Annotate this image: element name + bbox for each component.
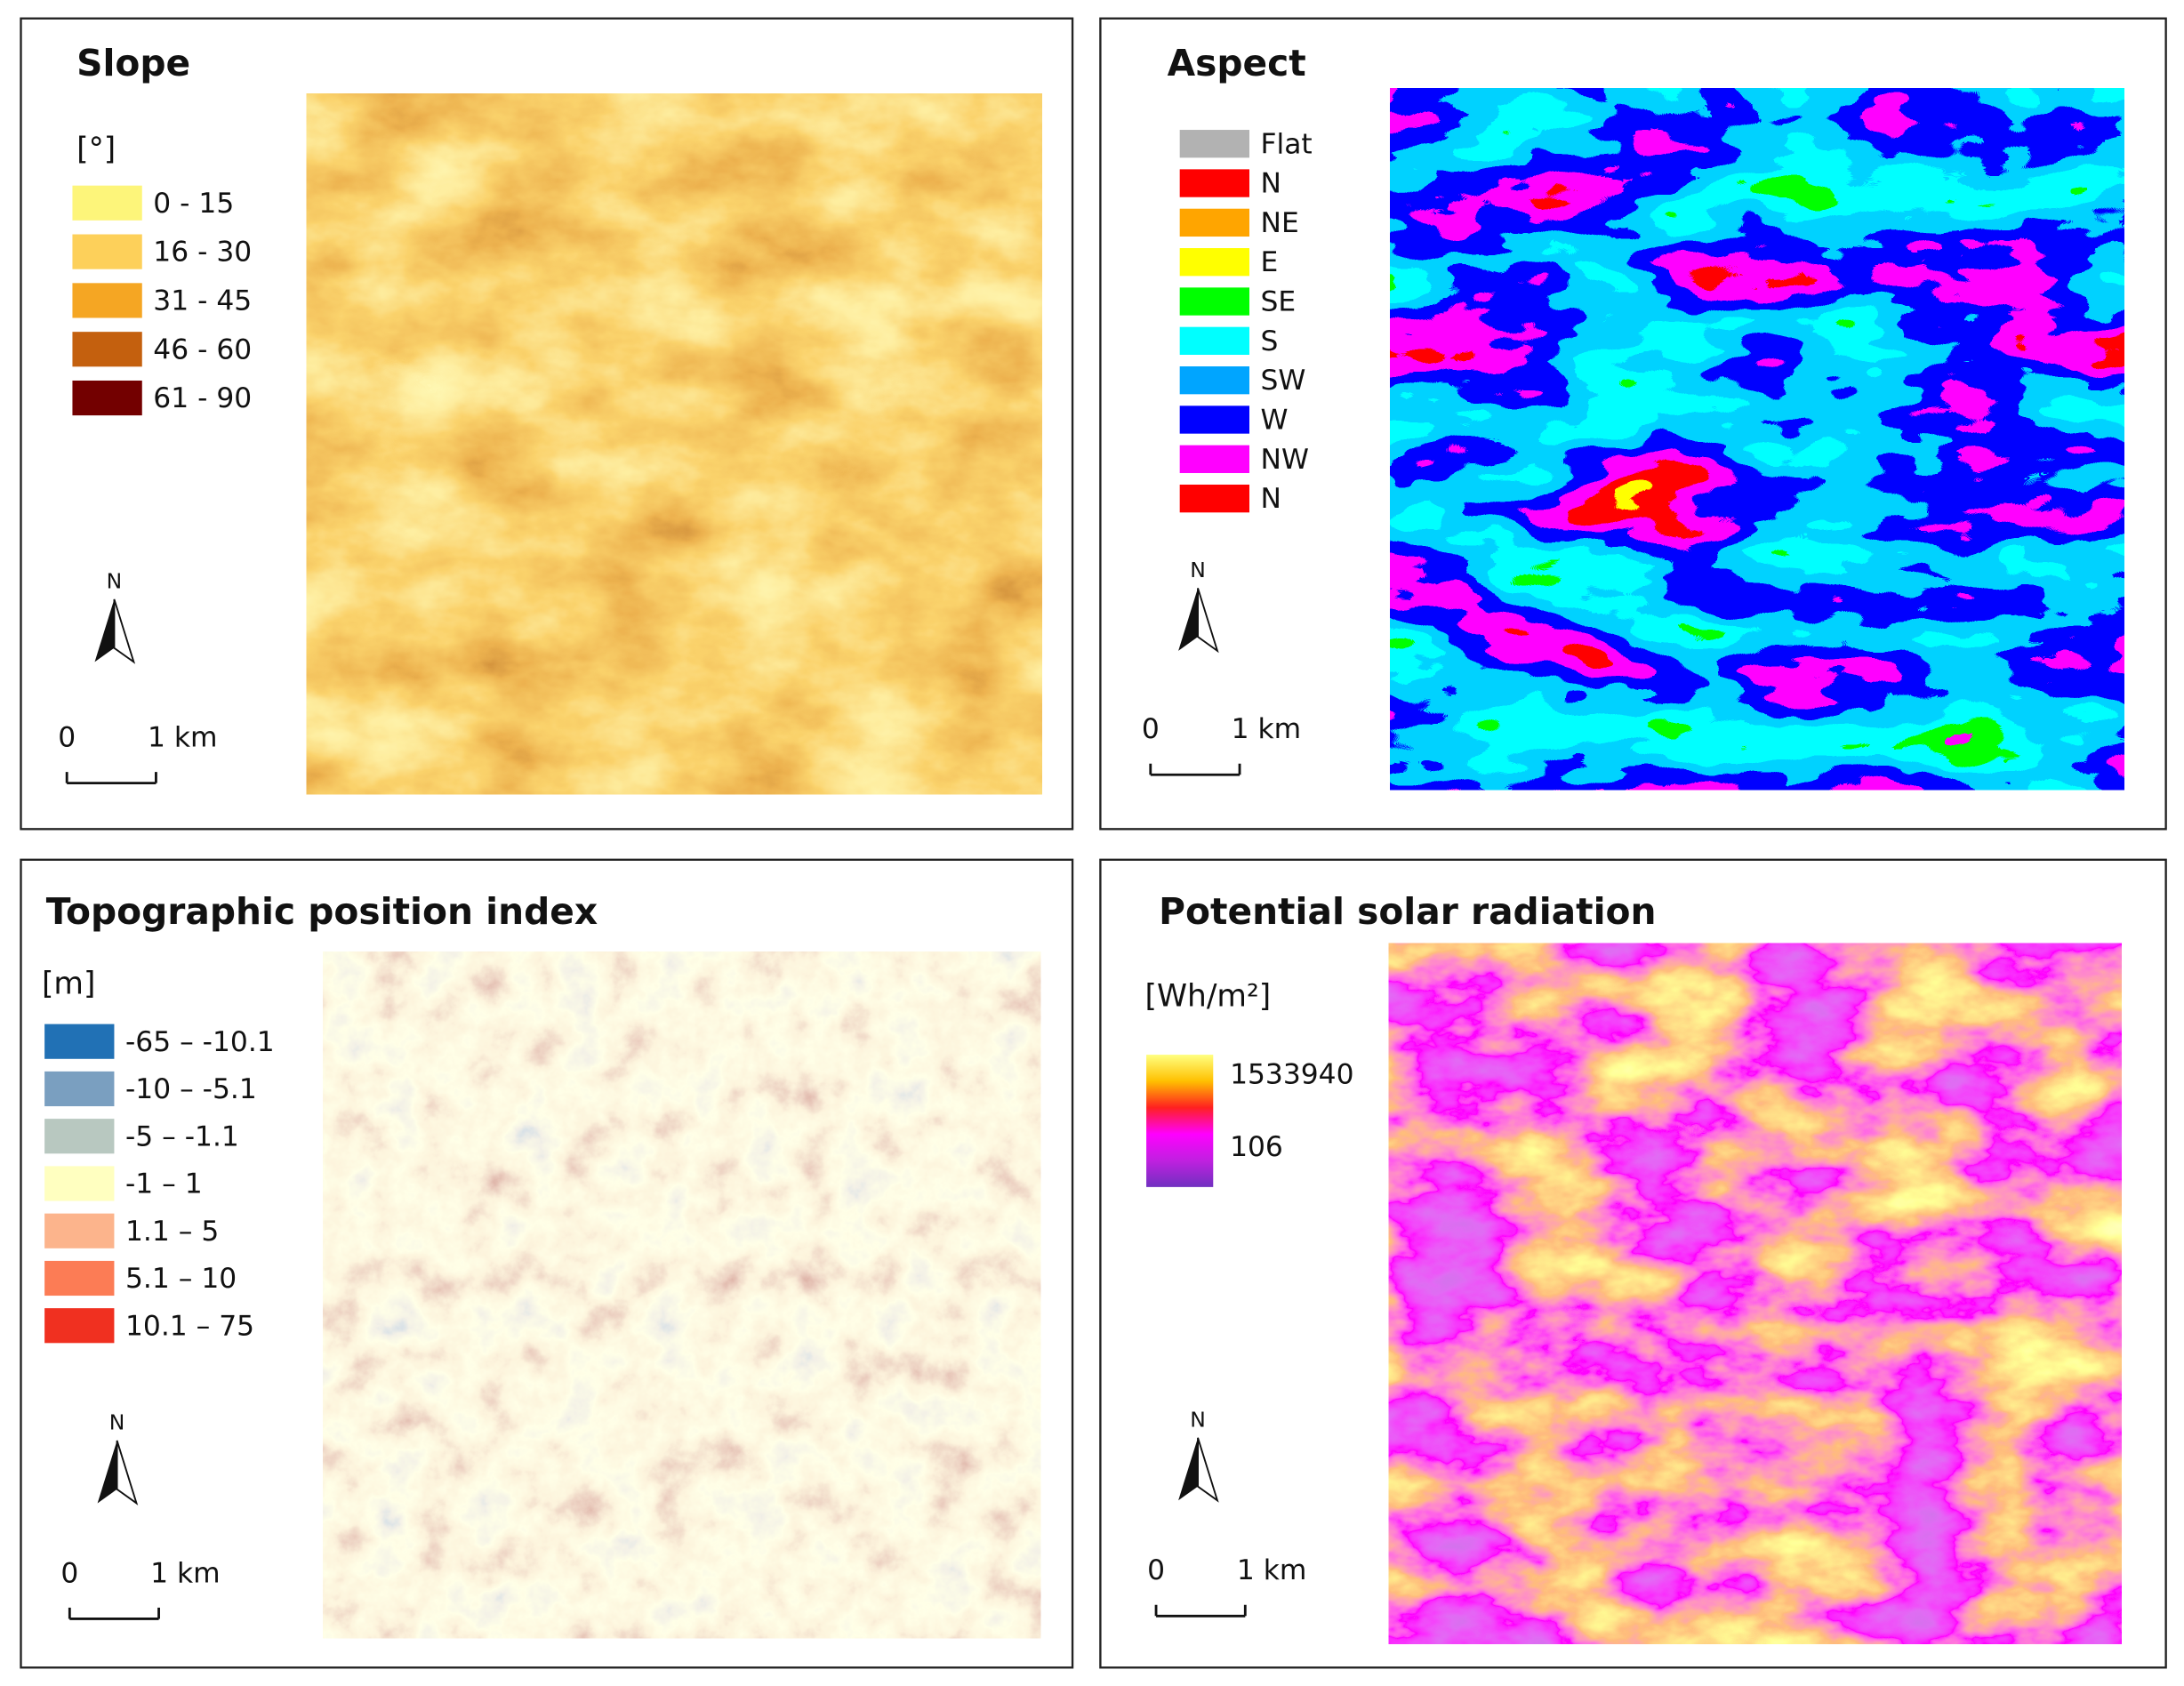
legend-swatch (1179, 248, 1249, 277)
north-arrow-left (97, 1440, 117, 1504)
scale-label: 1 km (1232, 713, 1302, 745)
legend-label: -10 – -5.1 (125, 1073, 257, 1105)
scale-label: 0 (1147, 1554, 1165, 1586)
legend-swatch (44, 1308, 115, 1344)
scale-label: 1 km (148, 722, 218, 754)
legend-ramp (1146, 1055, 1214, 1187)
legend-label: -1 – 1 (125, 1168, 203, 1200)
scale-bar (65, 772, 157, 785)
scale-label: 0 (60, 1557, 78, 1589)
north-arrow-right (1197, 1437, 1219, 1503)
legend-swatch (72, 234, 142, 269)
legend-swatch (72, 283, 142, 318)
legend-unit: [Wh/m²] (1145, 978, 1272, 1014)
map-panel: Potential solar radiation [Wh/m²] 1533940 1… (1099, 858, 2167, 1669)
north-label: N (109, 1410, 125, 1435)
legend-label: 0 - 15 (153, 188, 234, 220)
legend-label: -65 – -10.1 (125, 1026, 275, 1058)
legend-swatch (1179, 169, 1249, 197)
legend-swatch (1179, 326, 1249, 356)
north-arrow-right (1197, 588, 1219, 654)
legend-label: Flat (1261, 128, 1313, 160)
legend-swatch (1179, 445, 1249, 473)
legend-swatch (1179, 484, 1249, 513)
legend-swatch (44, 1024, 115, 1059)
legend-swatch (44, 1119, 115, 1154)
panel-title: Aspect (1168, 42, 1306, 84)
scale-label: 0 (58, 722, 76, 754)
scale-label: 0 (1142, 713, 1160, 745)
scale-bar (1149, 763, 1241, 776)
scale-label: 1 km (1237, 1554, 1307, 1586)
legend-swatch (1179, 208, 1249, 237)
north-arrow-right (116, 1440, 139, 1505)
panel-title: Potential solar radiation (1159, 890, 1656, 933)
north-label: N (107, 569, 123, 594)
legend-label: 16 - 30 (153, 237, 252, 269)
map-raster (306, 93, 1042, 795)
scale-bar (1154, 1604, 1247, 1618)
north-label: N (1190, 1408, 1206, 1433)
legend-label: 31 - 45 (153, 285, 252, 317)
legend-label: S (1261, 325, 1279, 357)
legend-label: 10.1 – 75 (125, 1310, 254, 1342)
north-arrow-left (94, 598, 115, 662)
legend-swatch (44, 1213, 115, 1248)
map-panel: Aspect Flat N NE E SE S SW W NW N N 0 1 km (1099, 17, 2167, 831)
legend-label: N (1261, 168, 1281, 200)
legend-label: N (1261, 483, 1281, 515)
legend-label: 5.1 – 10 (125, 1263, 237, 1295)
legend-label: 1533940 (1230, 1059, 1353, 1091)
map-panel: Slope [°] 0 - 15 16 - 30 31 - 45 46 - 60 61 - … (20, 17, 1074, 831)
legend-swatch (72, 185, 142, 221)
map-raster (323, 951, 1041, 1639)
panel-title: Slope (76, 42, 190, 84)
legend-swatch (44, 1260, 115, 1297)
legend-label: -5 – -1.1 (125, 1120, 239, 1152)
map-raster (1390, 88, 2124, 791)
legend-swatch (1179, 405, 1249, 434)
panel-title: Topographic position index (46, 890, 598, 933)
legend-label: 1.1 – 5 (125, 1216, 219, 1248)
map-raster (1388, 943, 2122, 1644)
legend-label: W (1261, 405, 1289, 437)
legend-label: NW (1261, 444, 1309, 476)
legend-swatch (72, 332, 142, 367)
legend-unit: [m] (42, 966, 95, 1001)
legend-unit: [°] (76, 132, 116, 167)
legend-label: SE (1261, 286, 1297, 318)
legend-label: 106 (1230, 1131, 1283, 1163)
legend-swatch (1179, 366, 1249, 395)
legend-swatch (72, 380, 142, 416)
legend-label: NE (1261, 207, 1299, 239)
scale-label: 1 km (150, 1557, 221, 1589)
map-panel: Topographic position index [m] -65 – -10.1… (20, 858, 1074, 1669)
scale-bar (68, 1607, 160, 1620)
legend-swatch (1179, 130, 1249, 158)
north-label: N (1190, 558, 1206, 582)
legend-label: E (1261, 246, 1279, 278)
legend-swatch (44, 1166, 115, 1201)
legend-label: 61 - 90 (153, 382, 252, 414)
legend-swatch (44, 1071, 115, 1107)
legend-label: 46 - 60 (153, 333, 252, 365)
legend-label: SW (1261, 365, 1306, 397)
legend-swatch (1179, 287, 1249, 316)
north-arrow-right (113, 598, 136, 664)
